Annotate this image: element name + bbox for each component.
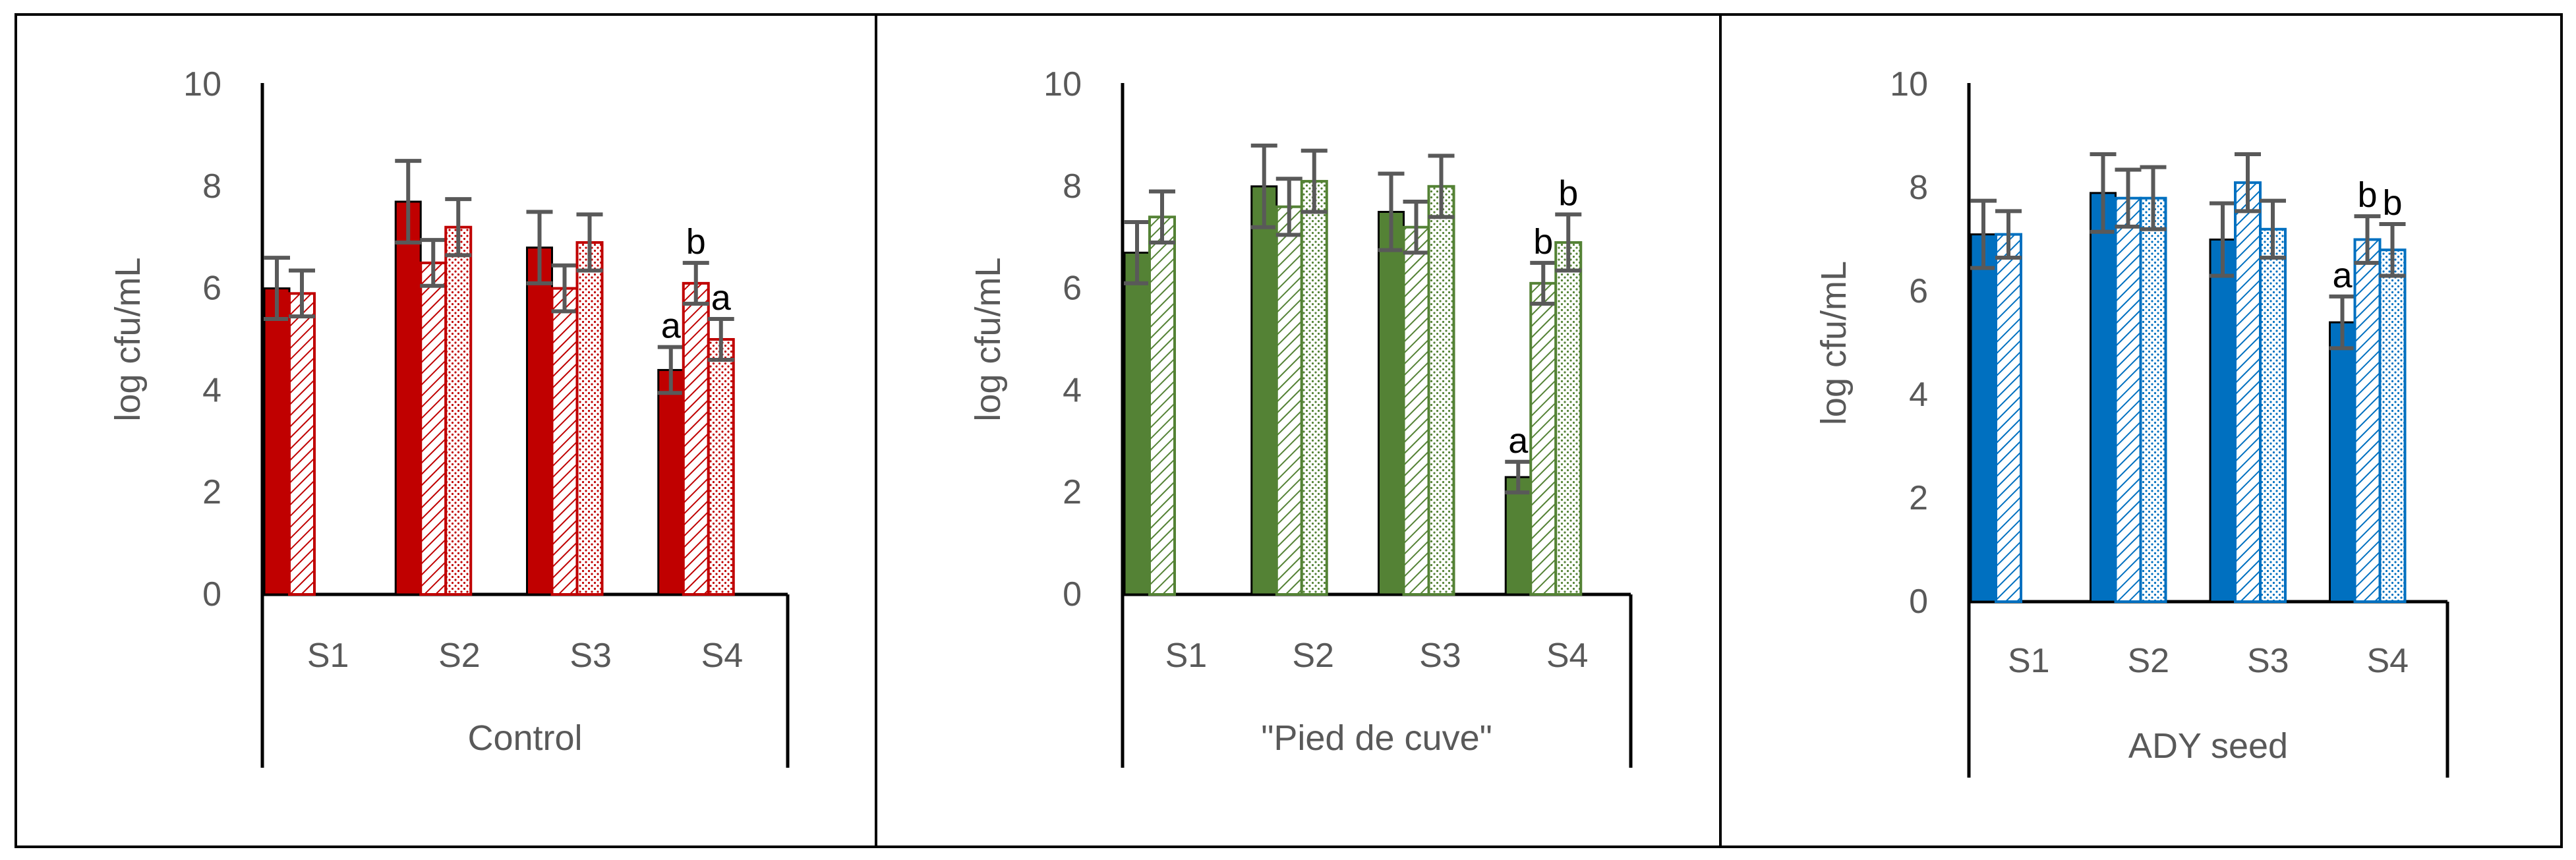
significance-label: b (1558, 173, 1578, 213)
category-label: S4 (1546, 637, 1589, 675)
bar (263, 287, 291, 596)
category-label: S2 (438, 637, 481, 675)
bar (1995, 233, 2022, 603)
category-label: S2 (1292, 637, 1334, 675)
group-label: "Pied de cuve" (1261, 718, 1492, 758)
y-tick-label: 10 (183, 65, 221, 103)
y-tick-label: 2 (1909, 479, 1928, 517)
bar (419, 261, 448, 596)
significance-label: a (661, 306, 682, 346)
category-label: S2 (2127, 642, 2169, 680)
bar (1970, 233, 1997, 603)
significance-label: a (1508, 421, 1529, 461)
y-tick-label: 4 (202, 371, 221, 409)
bar (707, 338, 735, 596)
category-label: S1 (2008, 642, 2050, 680)
bar (2209, 239, 2237, 603)
bar (2329, 321, 2356, 603)
y-tick-label: 0 (1909, 583, 1928, 621)
category-label: S3 (2247, 642, 2289, 680)
significance-label: b (2382, 183, 2402, 223)
significance-label: a (711, 278, 732, 318)
y-tick-label: 2 (202, 473, 221, 511)
bar (526, 246, 553, 596)
y-tick-label: 4 (1909, 376, 1928, 414)
bar (1529, 281, 1558, 596)
bar (2114, 196, 2142, 603)
y-axis-label: log cfu/mL (1814, 261, 1854, 425)
category-label: S4 (2366, 642, 2409, 680)
category-label: S4 (701, 637, 744, 675)
bar (288, 292, 316, 596)
bar (1250, 185, 1278, 596)
bar (444, 225, 473, 596)
bar (657, 368, 685, 596)
bar (1123, 251, 1151, 596)
group-label: Control (467, 718, 582, 758)
panel-2: 0 2 4 6 8 10 log cfu/mL S1 S2 S3 S4 "Pied de cuve" a… (968, 65, 1633, 768)
significance-label: b (1533, 222, 1553, 262)
bar (682, 281, 710, 596)
y-tick-label: 8 (1063, 167, 1082, 206)
bar (2234, 181, 2262, 603)
bar (1275, 205, 1303, 596)
y-tick-label: 8 (1909, 169, 1928, 207)
bar (2378, 248, 2407, 603)
y-tick-label: 4 (1063, 371, 1082, 409)
y-axis-label: log cfu/mL (968, 257, 1008, 421)
y-tick-label: 6 (1909, 272, 1928, 310)
category-label: S1 (307, 637, 349, 675)
bar (394, 200, 422, 596)
y-tick-label: 6 (202, 270, 221, 308)
category-label: S1 (1165, 637, 1208, 675)
bar (1504, 476, 1532, 596)
significance-label: b (686, 222, 706, 262)
bar (1402, 225, 1430, 596)
y-tick-label: 0 (202, 575, 221, 614)
significance-label: a (2332, 256, 2353, 295)
significance-label: b (2357, 175, 2377, 215)
bar (2259, 227, 2287, 603)
y-axis-label: log cfu/mL (108, 257, 148, 421)
y-tick-label: 8 (202, 167, 221, 206)
bar (2139, 196, 2167, 603)
bar (1378, 211, 1405, 596)
bar (2090, 192, 2117, 603)
y-tick-label: 6 (1063, 270, 1082, 308)
bar (1427, 185, 1455, 596)
y-tick-label: 10 (1890, 65, 1928, 103)
category-label: S3 (570, 637, 612, 675)
bar (575, 241, 604, 596)
category-label: S3 (1419, 637, 1461, 675)
bar (550, 287, 579, 596)
y-tick-label: 2 (1063, 473, 1082, 511)
bar (1148, 215, 1176, 596)
y-tick-label: 10 (1043, 65, 1082, 103)
group-label: ADY seed (2128, 726, 2288, 766)
y-tick-label: 0 (1063, 575, 1082, 614)
bar (2353, 238, 2382, 603)
bar (1554, 241, 1583, 596)
bar (1300, 180, 1328, 596)
